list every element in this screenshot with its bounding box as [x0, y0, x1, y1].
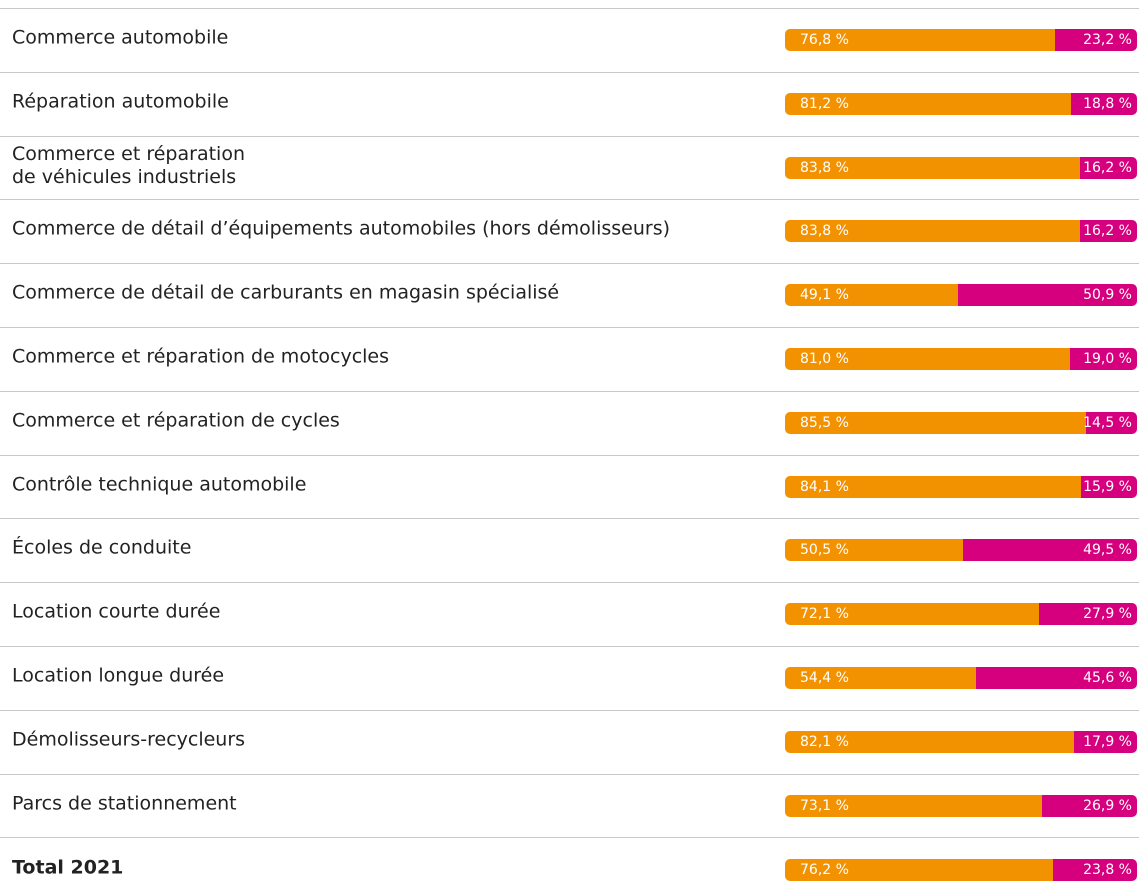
- bar-segment: [785, 666, 977, 689]
- bar-segment: [1079, 156, 1137, 179]
- value-label: 73,1 %: [800, 797, 849, 814]
- bar-segment: [785, 347, 1071, 370]
- value-label: 18,8 %: [1083, 95, 1132, 112]
- bar-segment: [785, 730, 1074, 753]
- value-label: 27,9 %: [1083, 606, 1132, 623]
- bar-segment: [1081, 475, 1137, 498]
- category-label: Parcs de stationnement: [12, 792, 237, 814]
- separator: [0, 646, 1139, 647]
- value-label: 54,4 %: [800, 669, 849, 686]
- value-label: 17,9 %: [1083, 733, 1132, 750]
- category-label: Commerce de détail d’équipements automob…: [12, 217, 671, 240]
- value-label: 49,1 %: [800, 287, 849, 304]
- separator: [0, 773, 1139, 775]
- value-label: 26,9 %: [1083, 797, 1132, 814]
- category-label: Réparation automobile: [12, 90, 229, 113]
- bar-segment: [785, 156, 1080, 179]
- bar-segment: [1070, 92, 1137, 115]
- bar-segment: [785, 603, 1039, 626]
- value-label: 81,2 %: [800, 95, 849, 112]
- separator: [0, 390, 1139, 392]
- bar-segment: [1042, 794, 1137, 817]
- bar-segment: [957, 284, 1137, 307]
- value-label: 15,9 %: [1083, 478, 1132, 495]
- separator: [0, 582, 1139, 584]
- category-label: Commerce et réparation de cycles: [12, 409, 340, 432]
- bar-segment: [1053, 859, 1137, 882]
- value-label: 83,8 %: [800, 223, 849, 240]
- category-label: Écoles de conduite: [12, 536, 192, 559]
- separator: [0, 8, 1139, 9]
- value-label: 14,5 %: [1083, 414, 1132, 431]
- separator: [0, 327, 1139, 328]
- value-label: 50,9 %: [1083, 287, 1132, 304]
- separator: [0, 837, 1139, 839]
- bar-segment: [1079, 220, 1137, 243]
- bar-segment: [785, 411, 1086, 434]
- value-label: 16,2 %: [1083, 223, 1132, 240]
- category-label: Commerce de détail de carburants en maga…: [12, 281, 560, 304]
- category-label: Total 2021: [12, 856, 124, 879]
- value-label: 23,2 %: [1083, 31, 1132, 48]
- separator: [0, 135, 1139, 137]
- bar-segment: [976, 666, 1137, 689]
- value-label: 49,5 %: [1083, 542, 1132, 559]
- value-label: 76,8 %: [800, 31, 849, 48]
- separator: [0, 454, 1139, 456]
- separator: [0, 263, 1139, 265]
- bar-segment: [1073, 730, 1137, 753]
- bar-segment: [785, 794, 1043, 817]
- bar-segment: [785, 475, 1082, 498]
- bar-segment: [1038, 603, 1137, 626]
- bar-segment: [1070, 347, 1137, 370]
- bar-segment: [785, 859, 1054, 882]
- separator: [0, 518, 1139, 520]
- bar-segment: [785, 92, 1071, 115]
- category-label: Commerce et réparation de véhicules indu…: [12, 142, 245, 188]
- category-label: Commerce automobile: [12, 26, 229, 49]
- category-label: Commerce et réparation de motocycles: [12, 345, 390, 368]
- bar-segment: [785, 220, 1080, 243]
- value-label: 72,1 %: [800, 606, 849, 623]
- bar-segment: [1085, 411, 1137, 434]
- separator: [0, 709, 1139, 711]
- value-label: 16,2 %: [1083, 159, 1132, 176]
- category-label: Démolisseurs-recycleurs: [12, 728, 246, 751]
- category-label: Location longue durée: [12, 664, 225, 687]
- bar-segment: [785, 539, 963, 562]
- bar-segment: [785, 28, 1056, 51]
- value-label: 81,0 %: [800, 350, 849, 367]
- bar-segment: [962, 539, 1137, 562]
- value-label: 84,1 %: [800, 478, 849, 495]
- value-label: 83,8 %: [800, 159, 849, 176]
- category-label: Location courte durée: [12, 600, 221, 623]
- value-label: 45,6 %: [1083, 669, 1132, 686]
- value-label: 76,2 %: [800, 862, 849, 879]
- bar-segment: [1055, 28, 1137, 51]
- category-label: Contrôle technique automobile: [12, 473, 307, 495]
- value-label: 50,5 %: [800, 542, 849, 559]
- bar-segment: [785, 284, 958, 307]
- value-label: 85,5 %: [800, 414, 849, 431]
- value-label: 23,8 %: [1083, 862, 1132, 879]
- value-label: 82,1 %: [800, 733, 849, 750]
- value-label: 19,0 %: [1083, 350, 1132, 367]
- separator: [0, 71, 1139, 73]
- separator: [0, 199, 1139, 201]
